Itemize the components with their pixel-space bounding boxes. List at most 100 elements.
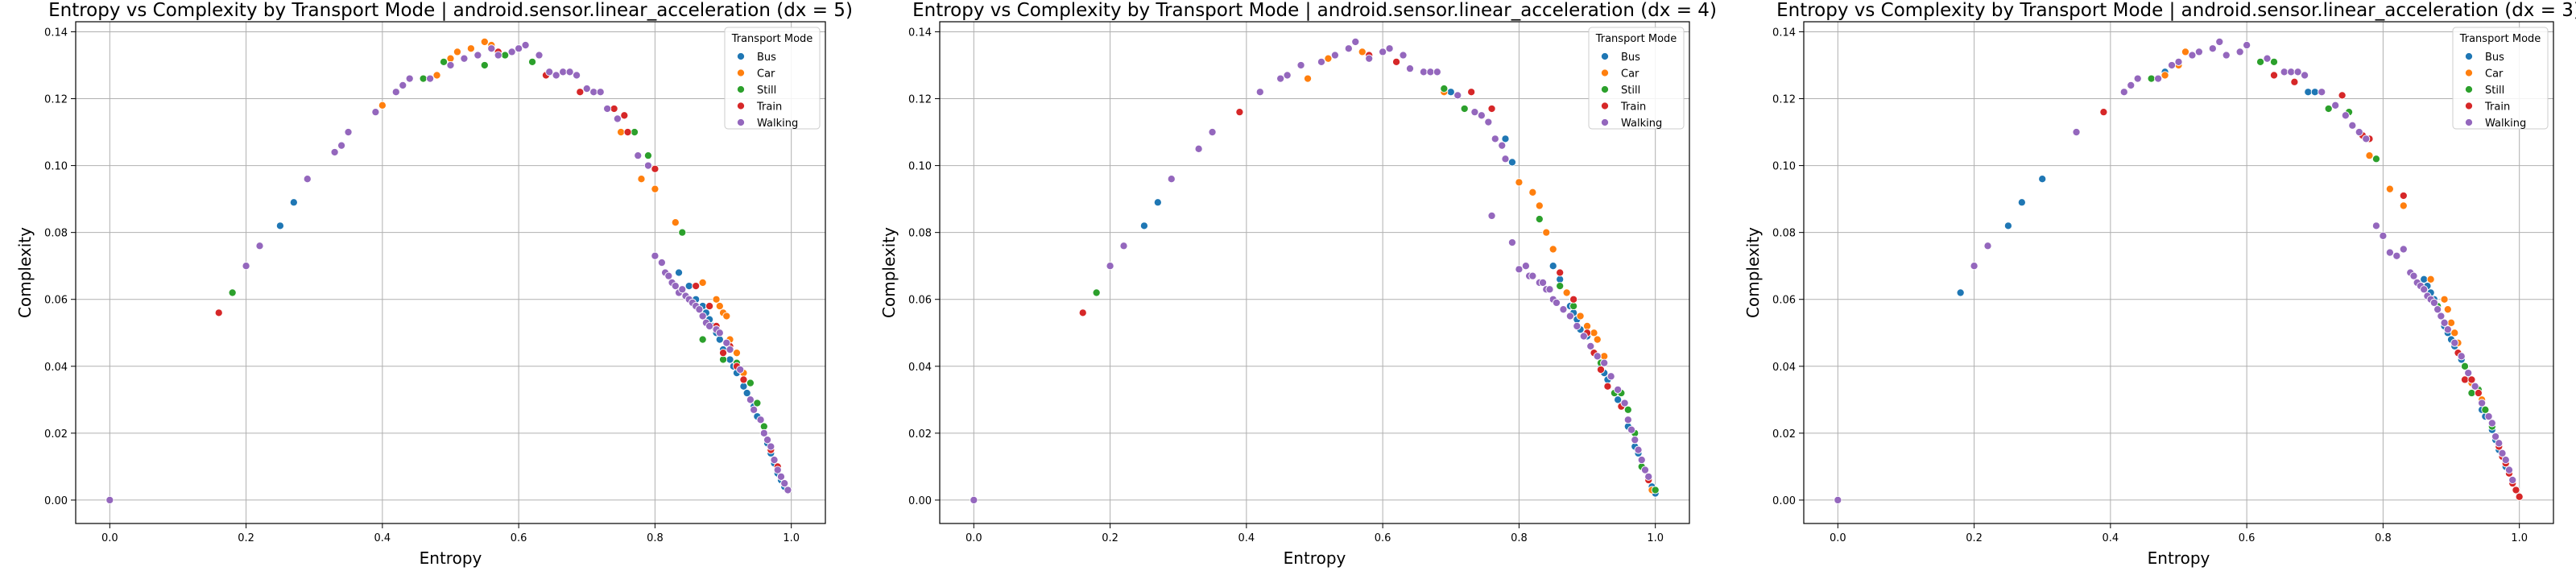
data-point (623, 128, 632, 137)
data-point (671, 218, 680, 227)
data-point (2481, 405, 2490, 414)
data-point (446, 60, 455, 70)
data-point (698, 335, 707, 344)
data-point (726, 345, 734, 354)
data-point (1565, 312, 1574, 321)
data-point (473, 51, 482, 60)
data-point (432, 71, 441, 80)
data-point (1255, 88, 1264, 97)
data-point (2429, 298, 2438, 307)
y-tick-label: 0.08 (1772, 228, 1796, 240)
chart-title: Entropy vs Complexity by Transport Mode … (48, 0, 853, 21)
data-point (776, 472, 786, 481)
x-tick-label: 0.6 (1375, 532, 1391, 544)
legend-marker (1600, 52, 1610, 61)
data-point (634, 151, 643, 160)
data-point (378, 101, 387, 110)
data-point (2440, 318, 2449, 327)
data-point (1556, 268, 1565, 277)
data-point (1392, 57, 1401, 66)
data-point (2460, 362, 2470, 370)
data-point (545, 68, 554, 77)
data-point (2293, 68, 2302, 77)
data-point (1562, 288, 1571, 297)
data-point (674, 268, 684, 277)
data-point (2399, 201, 2408, 210)
y-tick-label: 0.06 (1772, 295, 1796, 307)
data-point (589, 88, 598, 97)
legend-label: Car (757, 68, 775, 81)
data-point (780, 479, 789, 488)
data-point (722, 312, 731, 321)
x-axis-label: Entropy (2148, 548, 2210, 568)
data-point (1576, 312, 1585, 321)
y-tick-label: 0.06 (44, 295, 68, 307)
data-point (1593, 335, 1602, 344)
legend-label: Car (1621, 68, 1639, 81)
data-point (1623, 405, 1632, 414)
data-point (2017, 198, 2026, 207)
data-point (573, 71, 581, 80)
data-point (1501, 155, 1510, 163)
data-point (2457, 352, 2466, 361)
data-point (1614, 385, 1623, 394)
plot-frame (75, 21, 826, 524)
y-axis-label: Complexity (1743, 227, 1763, 318)
data-point (739, 375, 748, 384)
x-tick-label: 0.2 (1102, 532, 1118, 544)
data-point (1324, 54, 1333, 63)
data-point (2508, 475, 2517, 485)
y-tick-label: 0.02 (1772, 428, 1796, 441)
y-axis-label: Complexity (879, 227, 899, 318)
data-point (643, 151, 652, 160)
x-tick-label: 0.8 (647, 532, 664, 544)
y-tick-label: 0.06 (908, 295, 932, 307)
chart-panel-1: 0.0 0.2 0.4 0.6 0.8 1.0 0.00 0.02 0.04 0.06 0.08 0.… (15, 0, 853, 568)
data-point (2467, 375, 2476, 384)
series-walking (1834, 37, 2517, 504)
plot-frame (939, 21, 1690, 524)
data-point (651, 251, 660, 260)
data-point (2127, 81, 2136, 89)
series-bus (275, 198, 789, 491)
data-point (1600, 352, 1609, 361)
data-point (620, 111, 629, 120)
data-point (2450, 329, 2459, 337)
data-point (2487, 419, 2496, 428)
data-point (2515, 492, 2524, 501)
data-point (1139, 221, 1148, 230)
data-point (2341, 111, 2350, 120)
data-point (1521, 262, 1530, 271)
legend-box (2452, 27, 2549, 130)
data-point (2450, 338, 2459, 347)
data-point (773, 465, 782, 474)
data-point (2420, 285, 2429, 294)
legend-marker (2464, 52, 2474, 61)
data-point (391, 88, 400, 97)
data-point (657, 258, 666, 267)
data-point (1634, 445, 1643, 454)
data-point (1535, 214, 1544, 224)
legend-label: Bus (757, 52, 776, 64)
legend-label: Bus (2485, 52, 2504, 64)
data-point (1153, 198, 1162, 207)
chart-panel-3: 0.0 0.2 0.4 0.6 0.8 1.0 0.00 0.02 0.04 0.06 0.08 0.… (1743, 0, 2576, 568)
data-point (1487, 211, 1496, 220)
data-point (784, 486, 792, 494)
data-point (1379, 48, 1387, 56)
data-point (692, 282, 701, 291)
data-point (1623, 416, 1632, 424)
data-point (2420, 275, 2429, 283)
data-point (228, 288, 237, 297)
legend-title: Transport Mode (1595, 33, 1677, 45)
data-point (289, 198, 298, 207)
y-tick-label: 0.14 (1772, 27, 1796, 39)
data-point (1303, 74, 1313, 83)
data-point (1433, 68, 1441, 77)
data-point (1582, 321, 1592, 331)
x-axis-label: Entropy (1284, 548, 1346, 568)
series-car (2160, 48, 2487, 404)
data-point (2208, 44, 2217, 53)
data-point (2280, 68, 2289, 77)
data-point (501, 51, 510, 60)
